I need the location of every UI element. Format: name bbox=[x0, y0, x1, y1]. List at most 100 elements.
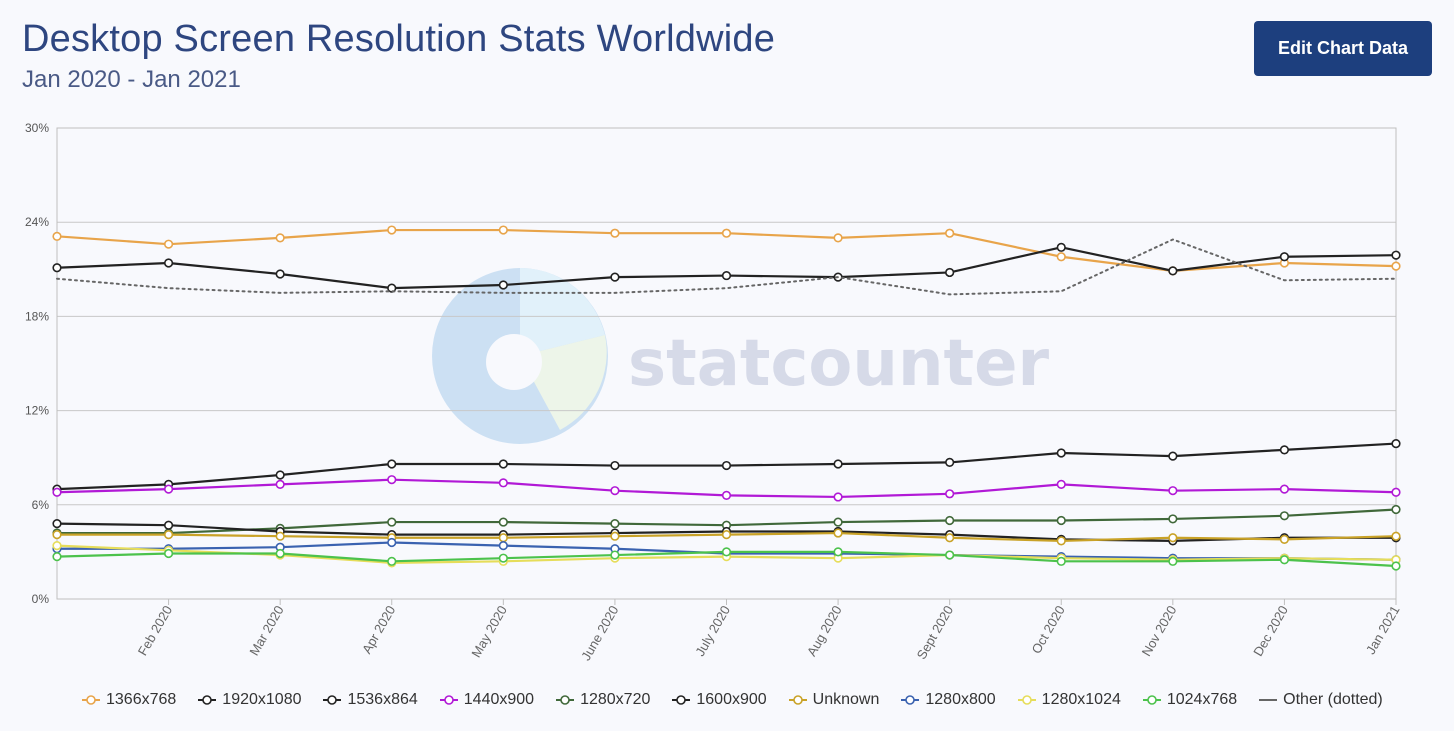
data-point bbox=[1391, 487, 1401, 497]
data-point bbox=[1168, 556, 1178, 566]
data-point bbox=[275, 548, 285, 559]
y-tick-label: 30% bbox=[25, 121, 49, 135]
data-point bbox=[945, 489, 955, 499]
data-point bbox=[721, 460, 732, 471]
data-point bbox=[52, 552, 62, 562]
legend-item[interactable]: 1280x800 bbox=[901, 691, 996, 709]
data-point bbox=[1168, 514, 1178, 524]
legend-item[interactable]: 1920x1080 bbox=[198, 691, 301, 709]
legend-item[interactable]: Unknown bbox=[788, 691, 879, 709]
data-point bbox=[1391, 438, 1401, 449]
data-point bbox=[52, 530, 62, 540]
legend-label: 1440x900 bbox=[463, 691, 535, 708]
data-point bbox=[498, 478, 508, 488]
data-point bbox=[498, 459, 508, 469]
data-point bbox=[1056, 515, 1066, 526]
legend-item[interactable]: 1536x864 bbox=[323, 691, 418, 709]
x-tick-label: Apr 2020 bbox=[359, 603, 398, 656]
data-point bbox=[1279, 555, 1290, 565]
watermark-text: statcounter bbox=[628, 327, 1050, 401]
data-point bbox=[498, 517, 508, 527]
plot-border bbox=[56, 127, 1397, 600]
legend-item[interactable]: 1280x720 bbox=[556, 691, 650, 709]
legend-label: 1920x1080 bbox=[222, 691, 302, 708]
line-marker-icon bbox=[1259, 699, 1278, 701]
legend-item[interactable]: 1440x900 bbox=[439, 691, 535, 709]
data-point bbox=[1279, 484, 1290, 494]
data-point bbox=[833, 517, 843, 527]
legend-item[interactable]: 1366x768 bbox=[82, 691, 176, 709]
data-point bbox=[1279, 511, 1290, 521]
x-tick-label: May 2020 bbox=[468, 603, 510, 660]
legend-item[interactable]: 1600x900 bbox=[672, 691, 767, 709]
legend-label: 1024x768 bbox=[1166, 691, 1238, 708]
data-point bbox=[1168, 486, 1178, 496]
y-tick-label: 0% bbox=[32, 592, 50, 606]
x-tick-label: Nov 2020 bbox=[1139, 603, 1180, 659]
data-point bbox=[498, 225, 508, 235]
data-point bbox=[1279, 445, 1290, 455]
data-point bbox=[721, 228, 732, 238]
series-line bbox=[56, 238, 1397, 296]
data-point bbox=[610, 486, 620, 496]
data-point bbox=[1056, 242, 1066, 252]
watermark-logo-slice bbox=[520, 335, 607, 430]
edit-chart-data-button[interactable]: Edit Chart Data bbox=[1254, 21, 1432, 76]
series-unknown bbox=[52, 528, 1401, 546]
data-point bbox=[163, 258, 174, 268]
circle-marker-icon bbox=[1017, 695, 1036, 705]
series-1280x720 bbox=[52, 504, 1401, 538]
data-point bbox=[833, 547, 843, 557]
legend-label: 1280x1024 bbox=[1041, 691, 1121, 708]
data-point bbox=[163, 548, 174, 559]
data-point bbox=[498, 533, 508, 543]
data-point bbox=[498, 280, 508, 290]
y-tick-label: 24% bbox=[25, 215, 49, 229]
y-tick-label: 12% bbox=[25, 404, 49, 418]
circle-marker-icon bbox=[198, 695, 217, 705]
data-point bbox=[721, 490, 732, 500]
data-point bbox=[945, 550, 955, 560]
circle-marker-icon bbox=[1142, 695, 1161, 705]
data-point bbox=[833, 492, 843, 502]
data-point bbox=[387, 556, 397, 566]
legend-item[interactable]: Other (dotted) bbox=[1259, 691, 1383, 709]
data-point bbox=[387, 517, 397, 527]
data-point bbox=[275, 269, 285, 279]
watermark-logo-icon bbox=[432, 268, 608, 444]
y-tick-label: 6% bbox=[32, 498, 50, 512]
x-tick-label: June 2020 bbox=[578, 603, 621, 663]
legend-item[interactable]: 1280x1024 bbox=[1017, 691, 1121, 709]
data-point bbox=[610, 531, 620, 541]
data-point bbox=[387, 225, 397, 235]
data-point bbox=[1056, 536, 1066, 546]
data-point bbox=[721, 547, 732, 557]
data-point bbox=[275, 531, 285, 541]
data-point bbox=[721, 270, 732, 281]
circle-marker-icon bbox=[556, 695, 575, 705]
x-tick-label: July 2020 bbox=[692, 603, 733, 659]
data-point bbox=[945, 515, 955, 526]
data-point bbox=[945, 533, 955, 543]
data-point bbox=[163, 530, 174, 540]
legend-label: 1366x768 bbox=[106, 691, 177, 708]
legend-label: 1280x720 bbox=[580, 691, 651, 708]
data-point bbox=[163, 484, 174, 494]
legend-label: 1280x800 bbox=[925, 691, 996, 708]
y-tick-label: 18% bbox=[25, 309, 49, 323]
data-point bbox=[833, 233, 843, 243]
data-point bbox=[1168, 266, 1178, 276]
data-point bbox=[498, 541, 508, 551]
circle-marker-icon bbox=[439, 695, 458, 705]
data-point bbox=[833, 528, 843, 538]
data-point bbox=[945, 267, 955, 278]
data-point bbox=[833, 459, 843, 469]
statcounter-watermark: statcounter bbox=[432, 268, 1050, 444]
data-point bbox=[1279, 252, 1290, 262]
data-point bbox=[1391, 261, 1401, 271]
data-point bbox=[163, 239, 174, 249]
data-point bbox=[275, 470, 285, 480]
legend-item[interactable]: 1024x768 bbox=[1142, 691, 1238, 709]
data-point bbox=[1056, 252, 1066, 262]
